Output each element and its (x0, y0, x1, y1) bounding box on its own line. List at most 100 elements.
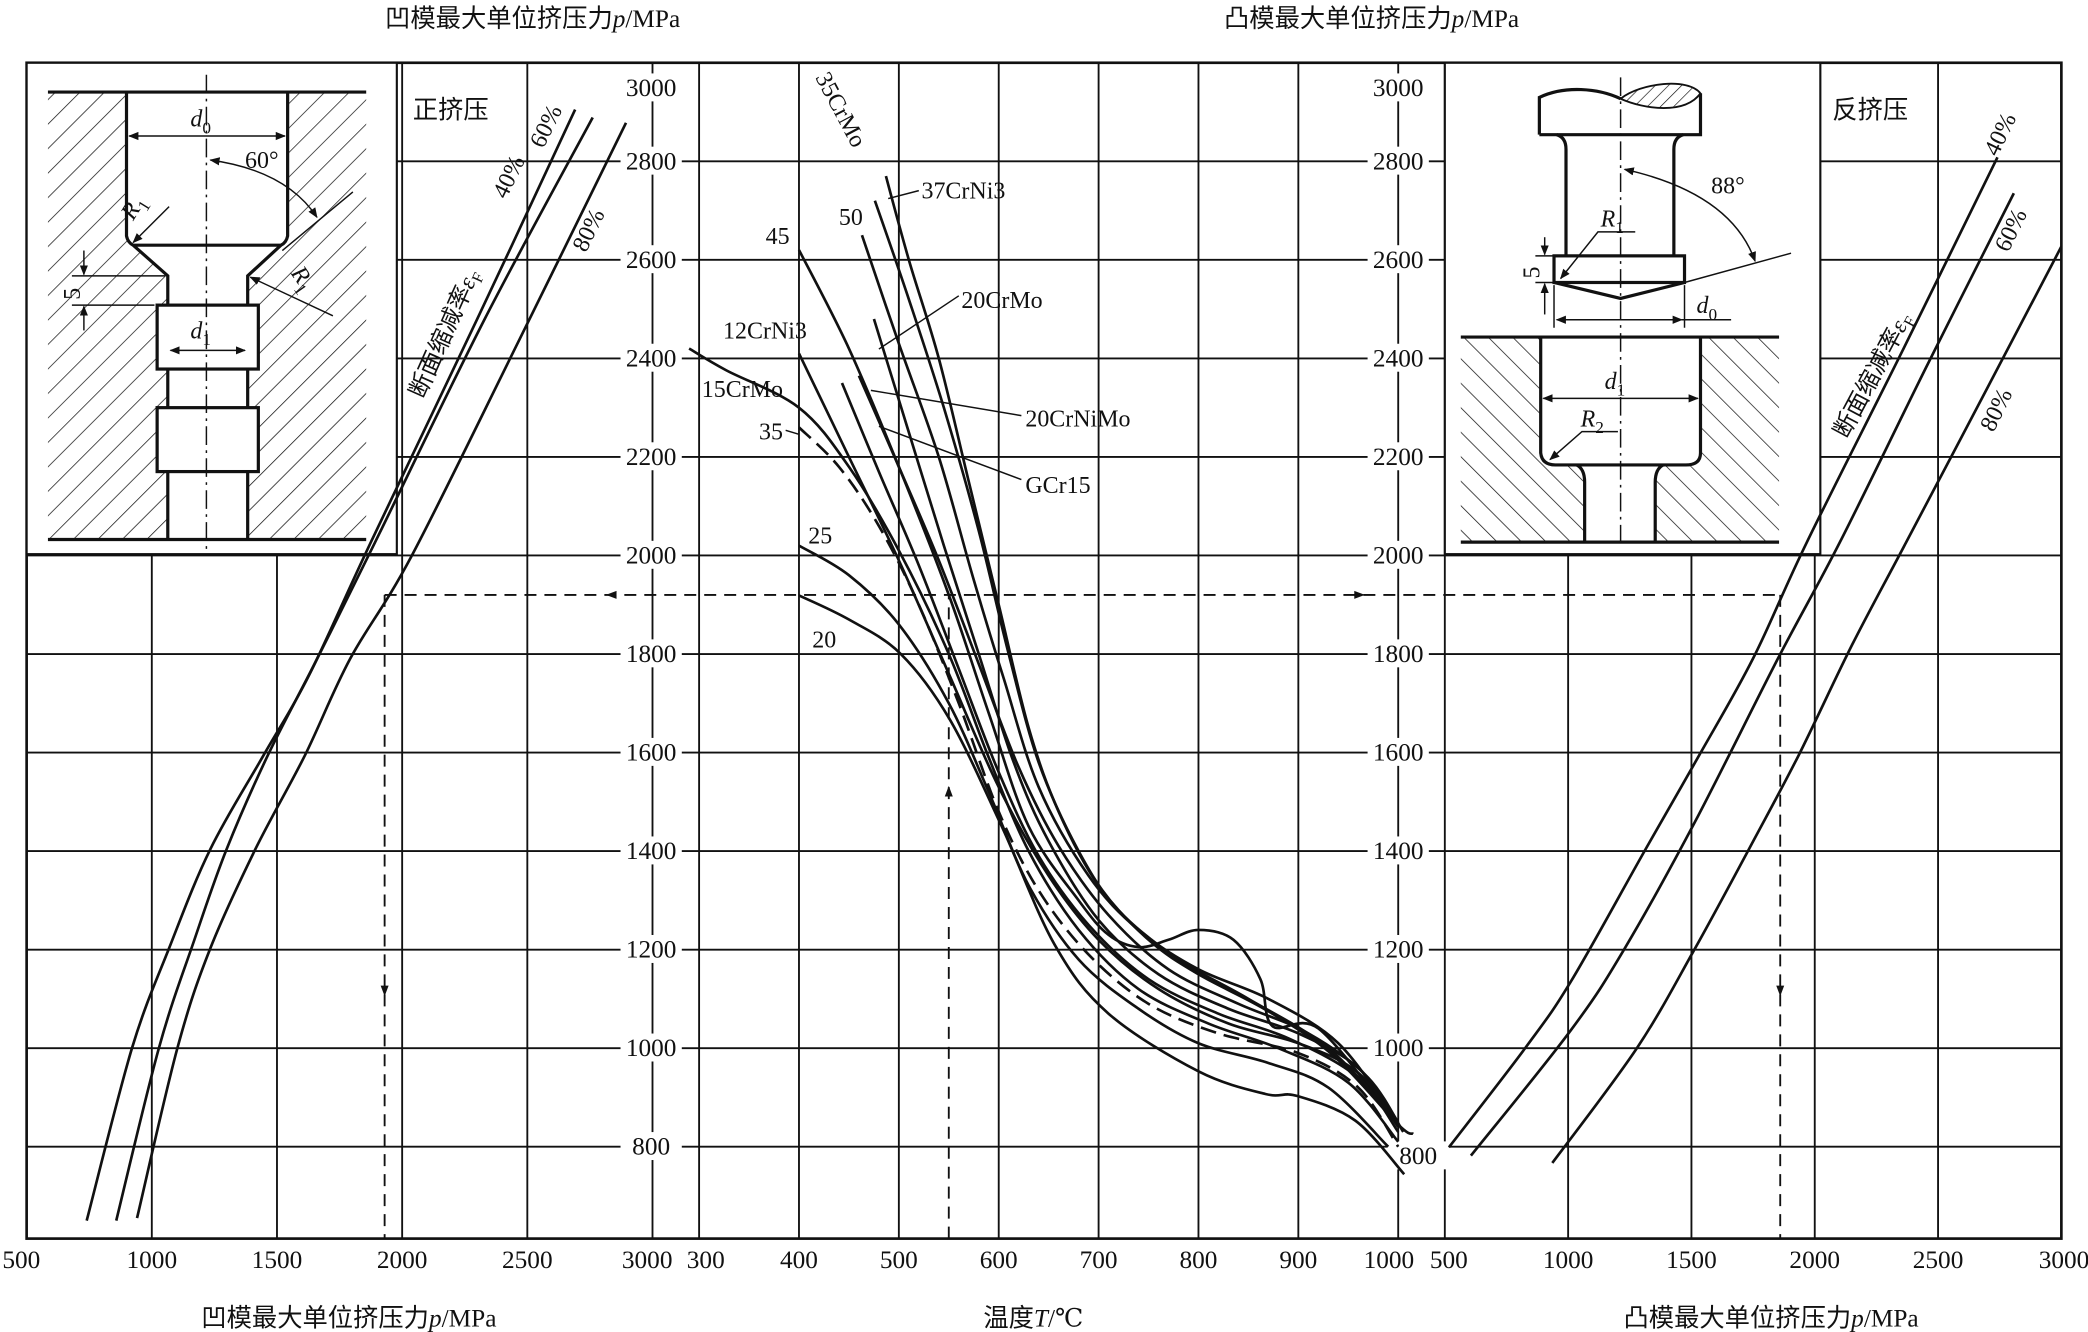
label-angle-88: 88° (1711, 173, 1745, 199)
y-tick-label-left: 1200 (626, 936, 677, 964)
series-label-12crni3: 12CrNi3 (723, 318, 807, 344)
y-tick-label-right: 1400 (1373, 837, 1424, 865)
bottom-left-axis-title: 凹模最大单位挤压力p/MPa (201, 1304, 496, 1332)
temperature-curve-45 (797, 249, 1390, 1114)
series-label-gcr15: GCr15 (1025, 473, 1090, 499)
temperature-curve-50 (860, 234, 1395, 1118)
y-label-bg (620, 73, 682, 102)
forward-extrusion-die-inset: d0 60° R1 R1 5 d1 (25, 61, 398, 556)
y-label-bg (1367, 73, 1429, 102)
x-tick-label-mid: 400 (780, 1246, 818, 1274)
y-tick-label-left: 1000 (626, 1034, 677, 1062)
y-tick-label-right: 2600 (1373, 246, 1424, 274)
top-left-axis-title: 凹模最大单位挤压力p/MPa (385, 5, 680, 33)
punch-pressure-curve-60pct (1469, 192, 2016, 1157)
series-label-20crnimo: 20CrNiMo (1025, 406, 1130, 432)
y-tick-label-right: 2800 (1373, 147, 1424, 175)
x-tick-label-mid: 600 (980, 1246, 1018, 1274)
backward-extrusion-label: 反挤压 (1832, 97, 1908, 125)
y-label-bg (620, 245, 682, 274)
punch-pressure-curve-80pct (1551, 245, 2063, 1164)
x-tick-label-mid: 700 (1080, 1246, 1118, 1274)
leader-line (785, 429, 800, 435)
backward-ratio-label-60pct: 60% (1990, 205, 2033, 256)
temperature-curve-25 (798, 544, 1390, 1148)
y-tick-label-right: 1600 (1373, 739, 1424, 767)
leader-line (878, 295, 960, 350)
label-angle-60: 60° (245, 148, 279, 174)
x-tick-label-left: 2000 (377, 1246, 428, 1274)
y-label-bg (1367, 343, 1429, 372)
y-label-bg (1367, 737, 1429, 766)
label-d0: d0 (190, 107, 211, 138)
y-tick-label-left: 2000 (626, 541, 677, 569)
y-label-bg (620, 1033, 682, 1062)
y-tick-label-right: 2400 (1373, 344, 1424, 372)
series-label-25: 25 (808, 523, 832, 549)
leader-line (870, 389, 1022, 417)
y-label-bg (620, 934, 682, 963)
die-hatch-right (1655, 337, 1780, 543)
y-label-bg (1367, 442, 1429, 471)
y-tick-label-left: 2600 (626, 246, 677, 274)
y-label-bg (1367, 245, 1429, 274)
temperature-curve-gcr15 (840, 382, 1400, 1133)
x-tick-label-left: 2500 (502, 1246, 553, 1274)
forward-extrusion-label: 正挤压 (413, 97, 489, 125)
label-r1: R1 (1600, 207, 1624, 238)
series-label-50: 50 (839, 205, 863, 231)
y-tick-label-right: 2200 (1373, 443, 1424, 471)
x-tick-label-right: 1500 (1666, 1246, 1717, 1274)
y-tick-label-right: 1800 (1373, 640, 1424, 668)
y-label-bg (620, 343, 682, 372)
backward-reduction-ratio-label: 断面缩减率εF (1828, 308, 1920, 444)
x-tick-label-left: 1500 (252, 1246, 303, 1274)
y-label-bg (1367, 639, 1429, 668)
y-label-bg (1367, 146, 1429, 175)
temperature-curve-35crmo (884, 175, 1414, 1136)
y-tick-label-left: 2200 (626, 443, 677, 471)
y-label-bg (620, 540, 682, 569)
y-tick-label-left: 2800 (626, 147, 677, 175)
temperature-curve-37crni3 (873, 200, 1400, 1123)
die-hatch-left (1460, 337, 1585, 543)
die-pressure-curve-40pct (85, 108, 577, 1221)
y-tick-label-left: 800 (632, 1133, 670, 1161)
die-hatch-right (247, 92, 367, 540)
y-tick-label-left: 3000 (626, 74, 677, 102)
bottom-mid-axis-title: 温度T/℃ (983, 1304, 1083, 1332)
x-tick-label-mid: 900 (1279, 1246, 1317, 1274)
y-label-bg (1367, 836, 1429, 865)
series-label-37crni3: 37CrNi3 (921, 179, 1005, 205)
y-label-bg (1367, 934, 1429, 963)
label-d1: d1 (190, 318, 211, 349)
top-right-axis-title: 凸模最大单位挤压力p/MPa (1224, 5, 1519, 33)
backward-ratio-label-40pct: 40% (1979, 109, 2022, 160)
series-label-35: 35 (759, 420, 783, 446)
temperature-curve-20 (798, 594, 1406, 1176)
y-tick-label-left: 1400 (626, 837, 677, 865)
y-tick-label-right: 800 (1399, 1142, 1437, 1170)
y-tick-label-right: 1000 (1373, 1034, 1424, 1062)
arrow-down-icon (1776, 985, 1785, 997)
x-tick-label-right: 2500 (1913, 1246, 1964, 1274)
arrow-down-icon (380, 985, 389, 997)
leader-line (888, 189, 920, 200)
y-label-bg (620, 639, 682, 668)
y-label-bg (1367, 540, 1429, 569)
series-label-15crmo: 15CrMo (702, 377, 783, 403)
y-tick-label-left: 2400 (626, 344, 677, 372)
y-tick-label-right: 3000 (1373, 74, 1424, 102)
x-tick-label-right: 1000 (1543, 1246, 1594, 1274)
die-pressure-curve-60pct (114, 116, 594, 1221)
y-label-bg (620, 442, 682, 471)
arrow-up-icon (944, 785, 953, 797)
label-d0: d0 (1697, 293, 1718, 324)
die-hatch-left (47, 92, 168, 540)
x-tick-label-mid: 500 (880, 1246, 918, 1274)
y-label-bg (620, 146, 682, 175)
x-tick-label-mid: 1000 (1364, 1246, 1415, 1274)
temperature-curve-15crmo (688, 347, 1400, 1143)
x-tick-label-left: 1000 (127, 1246, 178, 1274)
